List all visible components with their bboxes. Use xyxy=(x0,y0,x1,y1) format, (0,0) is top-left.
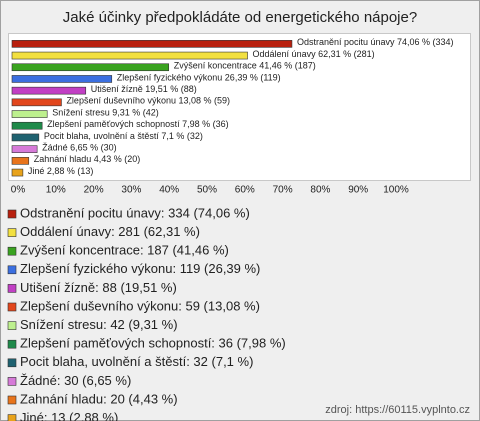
legend-label: Jiné: 13 (2,88 %) xyxy=(20,410,118,421)
legend-swatch xyxy=(7,339,17,349)
value-label: Zahnání hladu 4,43 % (20) xyxy=(34,154,141,164)
x-tick-label: 100% xyxy=(383,185,409,196)
bar xyxy=(11,86,87,95)
x-tick-label: 0% xyxy=(11,185,26,196)
bar xyxy=(11,40,293,48)
x-tick-label: 80% xyxy=(310,185,330,196)
legend-label: Žádné: 30 (6,65 %) xyxy=(20,373,131,388)
bar xyxy=(11,110,48,118)
legend-label: Oddálení únavy: 281 (62,31 %) xyxy=(20,224,200,239)
source: zdroj: https://60115.vyplnto.cz xyxy=(325,404,470,416)
legend-label: Snížení stresu: 42 (9,31 %) xyxy=(20,317,178,332)
value-label: Odstranění pocitu únavy 74,06 % (334) xyxy=(297,37,454,47)
legend-swatch xyxy=(7,302,17,312)
value-label: Zlepšení paměťových schopností 7,98 % (3… xyxy=(47,119,228,129)
bar xyxy=(11,145,38,153)
value-label: Zlepšení duševního výkonu 13,08 % (59) xyxy=(66,96,230,106)
value-label: Jiné 2,88 % (13) xyxy=(28,166,94,176)
legend-swatch xyxy=(7,377,17,386)
value-label: Utišení žízně 19,51 % (88) xyxy=(91,84,197,94)
legend-swatch xyxy=(7,414,17,421)
value-label: Zvýšení koncentrace 41,46 % (187) xyxy=(174,61,316,71)
legend-swatch xyxy=(7,358,17,368)
bar xyxy=(11,121,43,130)
legend-label: Zlepšení fyzického výkonu: 119 (26,39 %) xyxy=(20,261,260,276)
x-tick-label: 60% xyxy=(235,185,255,196)
bar xyxy=(11,98,62,107)
legend-label: Zahnání hladu: 20 (4,43 %) xyxy=(20,391,178,406)
legend-swatch xyxy=(7,246,17,256)
legend-label: Pocit blaha, uvolnění a štěstí: 32 (7,1 … xyxy=(20,354,253,369)
x-tick-label: 10% xyxy=(46,185,66,196)
legend-swatch xyxy=(7,395,17,405)
x-tick-label: 50% xyxy=(197,185,217,196)
x-tick-label: 20% xyxy=(84,185,104,196)
value-label: Oddálení únavy 62,31 % (281) xyxy=(253,49,375,59)
legend-label: Zlepšení paměťových schopností: 36 (7,98… xyxy=(20,336,286,351)
legend-swatch xyxy=(7,265,17,275)
bar xyxy=(11,168,24,177)
value-label: Snížení stresu 9,31 % (42) xyxy=(52,107,159,117)
legend-swatch xyxy=(7,209,17,219)
x-tick-label: 90% xyxy=(348,185,368,196)
legend-swatch xyxy=(7,321,17,330)
bar xyxy=(11,157,30,165)
value-label: Pocit blaha, uvolnění a štěstí 7,1 % (32… xyxy=(44,131,203,141)
legend-swatch xyxy=(7,228,17,237)
legend-label: Utišení žízně: 88 (19,51 %) xyxy=(20,280,177,295)
chart-title: Jaké účinky předpokládáte od energetické… xyxy=(63,9,417,26)
x-tick-label: 70% xyxy=(273,185,293,196)
bar xyxy=(11,133,40,142)
legend-label: Zvýšení koncentrace: 187 (41,46 %) xyxy=(20,243,229,258)
legend-swatch xyxy=(7,284,17,293)
value-label: Žádné 6,65 % (30) xyxy=(42,143,117,153)
x-tick-label: 30% xyxy=(121,185,141,196)
x-tick-label: 40% xyxy=(159,185,179,196)
legend-label: Odstranění pocitu únavy: 334 (74,06 %) xyxy=(20,205,250,220)
bar xyxy=(11,51,248,60)
bar xyxy=(11,75,113,83)
legend-label: Zlepšení duševního výkonu: 59 (13,08 %) xyxy=(20,298,260,313)
bar xyxy=(11,63,170,72)
value-label: Zlepšení fyzického výkonu 26,39 % (119) xyxy=(117,72,281,82)
